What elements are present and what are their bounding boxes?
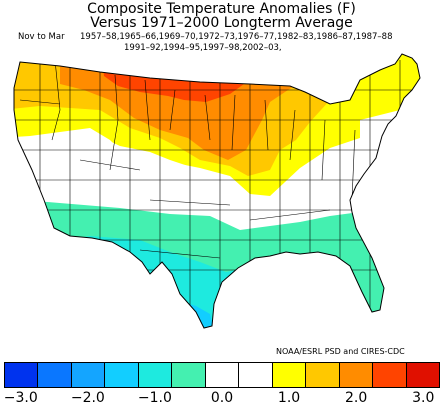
legend-swatch — [306, 363, 340, 387]
composite-years-line2: 1991–92,1994–95,1997–98,2002–03, — [124, 43, 282, 53]
legend-swatch — [239, 363, 273, 387]
legend-swatch — [373, 363, 407, 387]
legend-swatch — [38, 363, 72, 387]
legend-swatch — [339, 363, 374, 387]
legend-swatch — [105, 363, 139, 387]
legend-ticks: −3.0 −2.0 −1.0 0.0 1.0 2.0 3.0 — [0, 388, 443, 406]
credit-label: NOAA/ESRL PSD and CIRES-CDC — [276, 347, 405, 356]
legend-tick-label: −1.0 — [137, 390, 172, 406]
division-lines — [14, 59, 420, 320]
legend-swatch — [205, 363, 240, 387]
color-legend — [4, 362, 440, 388]
legend-swatch — [406, 363, 440, 387]
map-title: Composite Temperature Anomalies (F) — [87, 1, 356, 17]
composite-years-line1: 1957–58,1965–66,1969–70,1972–73,1976–77,… — [80, 32, 393, 42]
us-anomaly-map — [13, 53, 421, 329]
legend-tick-label: −3.0 — [3, 390, 38, 406]
legend-tick-label: 3.0 — [412, 390, 435, 406]
legend-swatch — [138, 363, 173, 387]
legend-swatch — [272, 363, 307, 387]
legend-tick-label: −2.0 — [70, 390, 105, 406]
legend-swatch — [5, 363, 39, 387]
legend-tick-label: 2.0 — [345, 390, 368, 406]
legend-swatch — [172, 363, 206, 387]
legend-swatch — [71, 363, 106, 387]
map-subtitle: Versus 1971–2000 Longterm Average — [90, 15, 353, 31]
northwest-neutral — [14, 128, 270, 198]
legend-tick-label: 1.0 — [277, 390, 301, 406]
legend-tick-label: 0.0 — [210, 390, 234, 406]
season-label: Nov to Mar — [18, 32, 65, 42]
